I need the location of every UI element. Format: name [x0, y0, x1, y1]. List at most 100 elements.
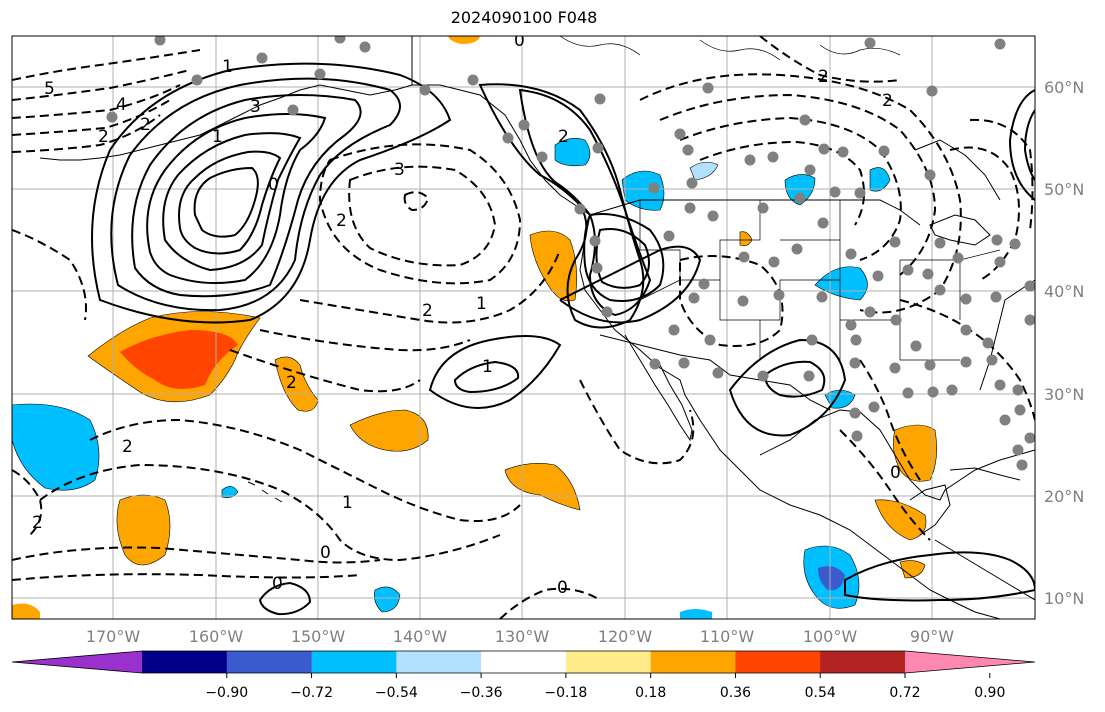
station-marker [990, 291, 1002, 303]
station-marker [849, 407, 861, 419]
contour-label: 2 [32, 513, 43, 533]
station-marker [702, 82, 714, 94]
contour-dashed [859, 359, 921, 481]
station-marker [359, 41, 371, 53]
alaska-coast [199, 84, 413, 136]
shade-positive-region [529, 230, 577, 302]
contour-label: 0 [514, 31, 525, 51]
contour-label: 0 [890, 463, 901, 483]
colorbar-extend-high [905, 651, 1035, 673]
shade-negative-region [814, 266, 868, 301]
shade-positive-region [874, 499, 927, 541]
contour-solid [146, 113, 327, 284]
station-marker [890, 314, 902, 326]
latitude-label: 60°N [1044, 78, 1084, 97]
station-marker [707, 210, 719, 222]
station-marker [757, 370, 769, 382]
station-marker [922, 268, 934, 280]
station-marker [712, 367, 724, 379]
station-marker [991, 234, 1003, 246]
great-lakes [929, 214, 991, 246]
station-marker [684, 202, 696, 214]
colorbar-bin [735, 651, 821, 673]
station-marker [982, 337, 994, 349]
negative-contours [12, 36, 1035, 619]
longitude-label: 130°W [495, 627, 550, 646]
contour-dashed [659, 93, 937, 276]
colorbar-tick-label: −0.54 [375, 685, 418, 701]
latitude-label: 30°N [1044, 385, 1084, 404]
shade-strong-negative-region [818, 566, 845, 591]
contour-label: 2 [818, 67, 829, 87]
station-marker [1024, 314, 1035, 326]
shade-negative-region [221, 486, 239, 499]
shade-positive-region [12, 603, 40, 619]
shade-positive-region [899, 560, 926, 579]
hudson-bay-edge [914, 139, 1001, 201]
colorbar-tick-label: 0.18 [635, 685, 666, 701]
longitude-label: 90°W [910, 627, 954, 646]
station-marker [686, 177, 698, 189]
station-marker [927, 386, 939, 398]
latitude-label: 50°N [1044, 180, 1084, 199]
contour-label: 2 [122, 437, 133, 457]
shaded-regions [12, 36, 937, 619]
station-marker [829, 186, 841, 198]
longitude-label: 110°W [700, 627, 755, 646]
contour-solid [728, 338, 847, 437]
station-marker [952, 252, 964, 264]
map-title: 2024090100 F048 [450, 8, 598, 27]
contour-dashed [403, 191, 430, 212]
station-marker [994, 38, 1006, 50]
colorbar-tick-label: −0.36 [460, 685, 503, 701]
station-marker [674, 128, 686, 140]
contour-dashed [12, 49, 201, 81]
station-marker [518, 119, 530, 131]
station-marker [803, 370, 815, 382]
contour-solid [428, 335, 562, 409]
station-marker [314, 68, 326, 80]
shade-negative-region [680, 609, 712, 619]
station-marker [663, 230, 675, 242]
longitude-labels: 170°W 160°W 150°W 140°W 130°W 120°W 110°… [86, 627, 954, 646]
latitude-labels: 60°N 50°N 40°N 30°N 20°N 10°N [1044, 78, 1084, 608]
station-marker [601, 306, 613, 318]
station-marker [1012, 384, 1024, 396]
station-marker [799, 114, 811, 126]
contour-solid [453, 360, 520, 394]
station-marker [934, 284, 946, 296]
station-marker [574, 203, 586, 215]
contour-dashed [39, 463, 501, 562]
coastline-north-america-west [411, 36, 1001, 619]
canada-islands [559, 36, 901, 61]
station-marker [1009, 238, 1021, 250]
colorbar-bin [226, 651, 313, 673]
longitude-label: 160°W [189, 627, 244, 646]
station-marker [960, 324, 972, 336]
station-markers [106, 36, 1035, 471]
station-marker [960, 293, 972, 305]
station-marker [1016, 459, 1028, 471]
station-marker [704, 334, 716, 346]
contour-label: 0 [268, 175, 279, 195]
station-marker [678, 357, 690, 369]
contour-label: 2 [140, 115, 151, 135]
shade-negative-region [784, 174, 816, 206]
contour-dashed [12, 69, 191, 101]
station-marker [854, 187, 866, 199]
station-marker [757, 202, 769, 214]
coastlines [39, 36, 1035, 619]
contour-dashed [89, 418, 521, 522]
station-marker [806, 334, 818, 346]
contour-dashed [229, 349, 421, 393]
contour-solid [91, 62, 452, 324]
latitude-label: 10°N [1044, 589, 1084, 608]
contour-dashed [12, 84, 181, 119]
colorbar-outline [11, 650, 1036, 674]
station-marker [768, 256, 780, 268]
station-marker [794, 192, 806, 204]
shade-positive-region [448, 36, 480, 44]
station-marker [1024, 280, 1035, 292]
longitude-label: 120°W [598, 627, 653, 646]
